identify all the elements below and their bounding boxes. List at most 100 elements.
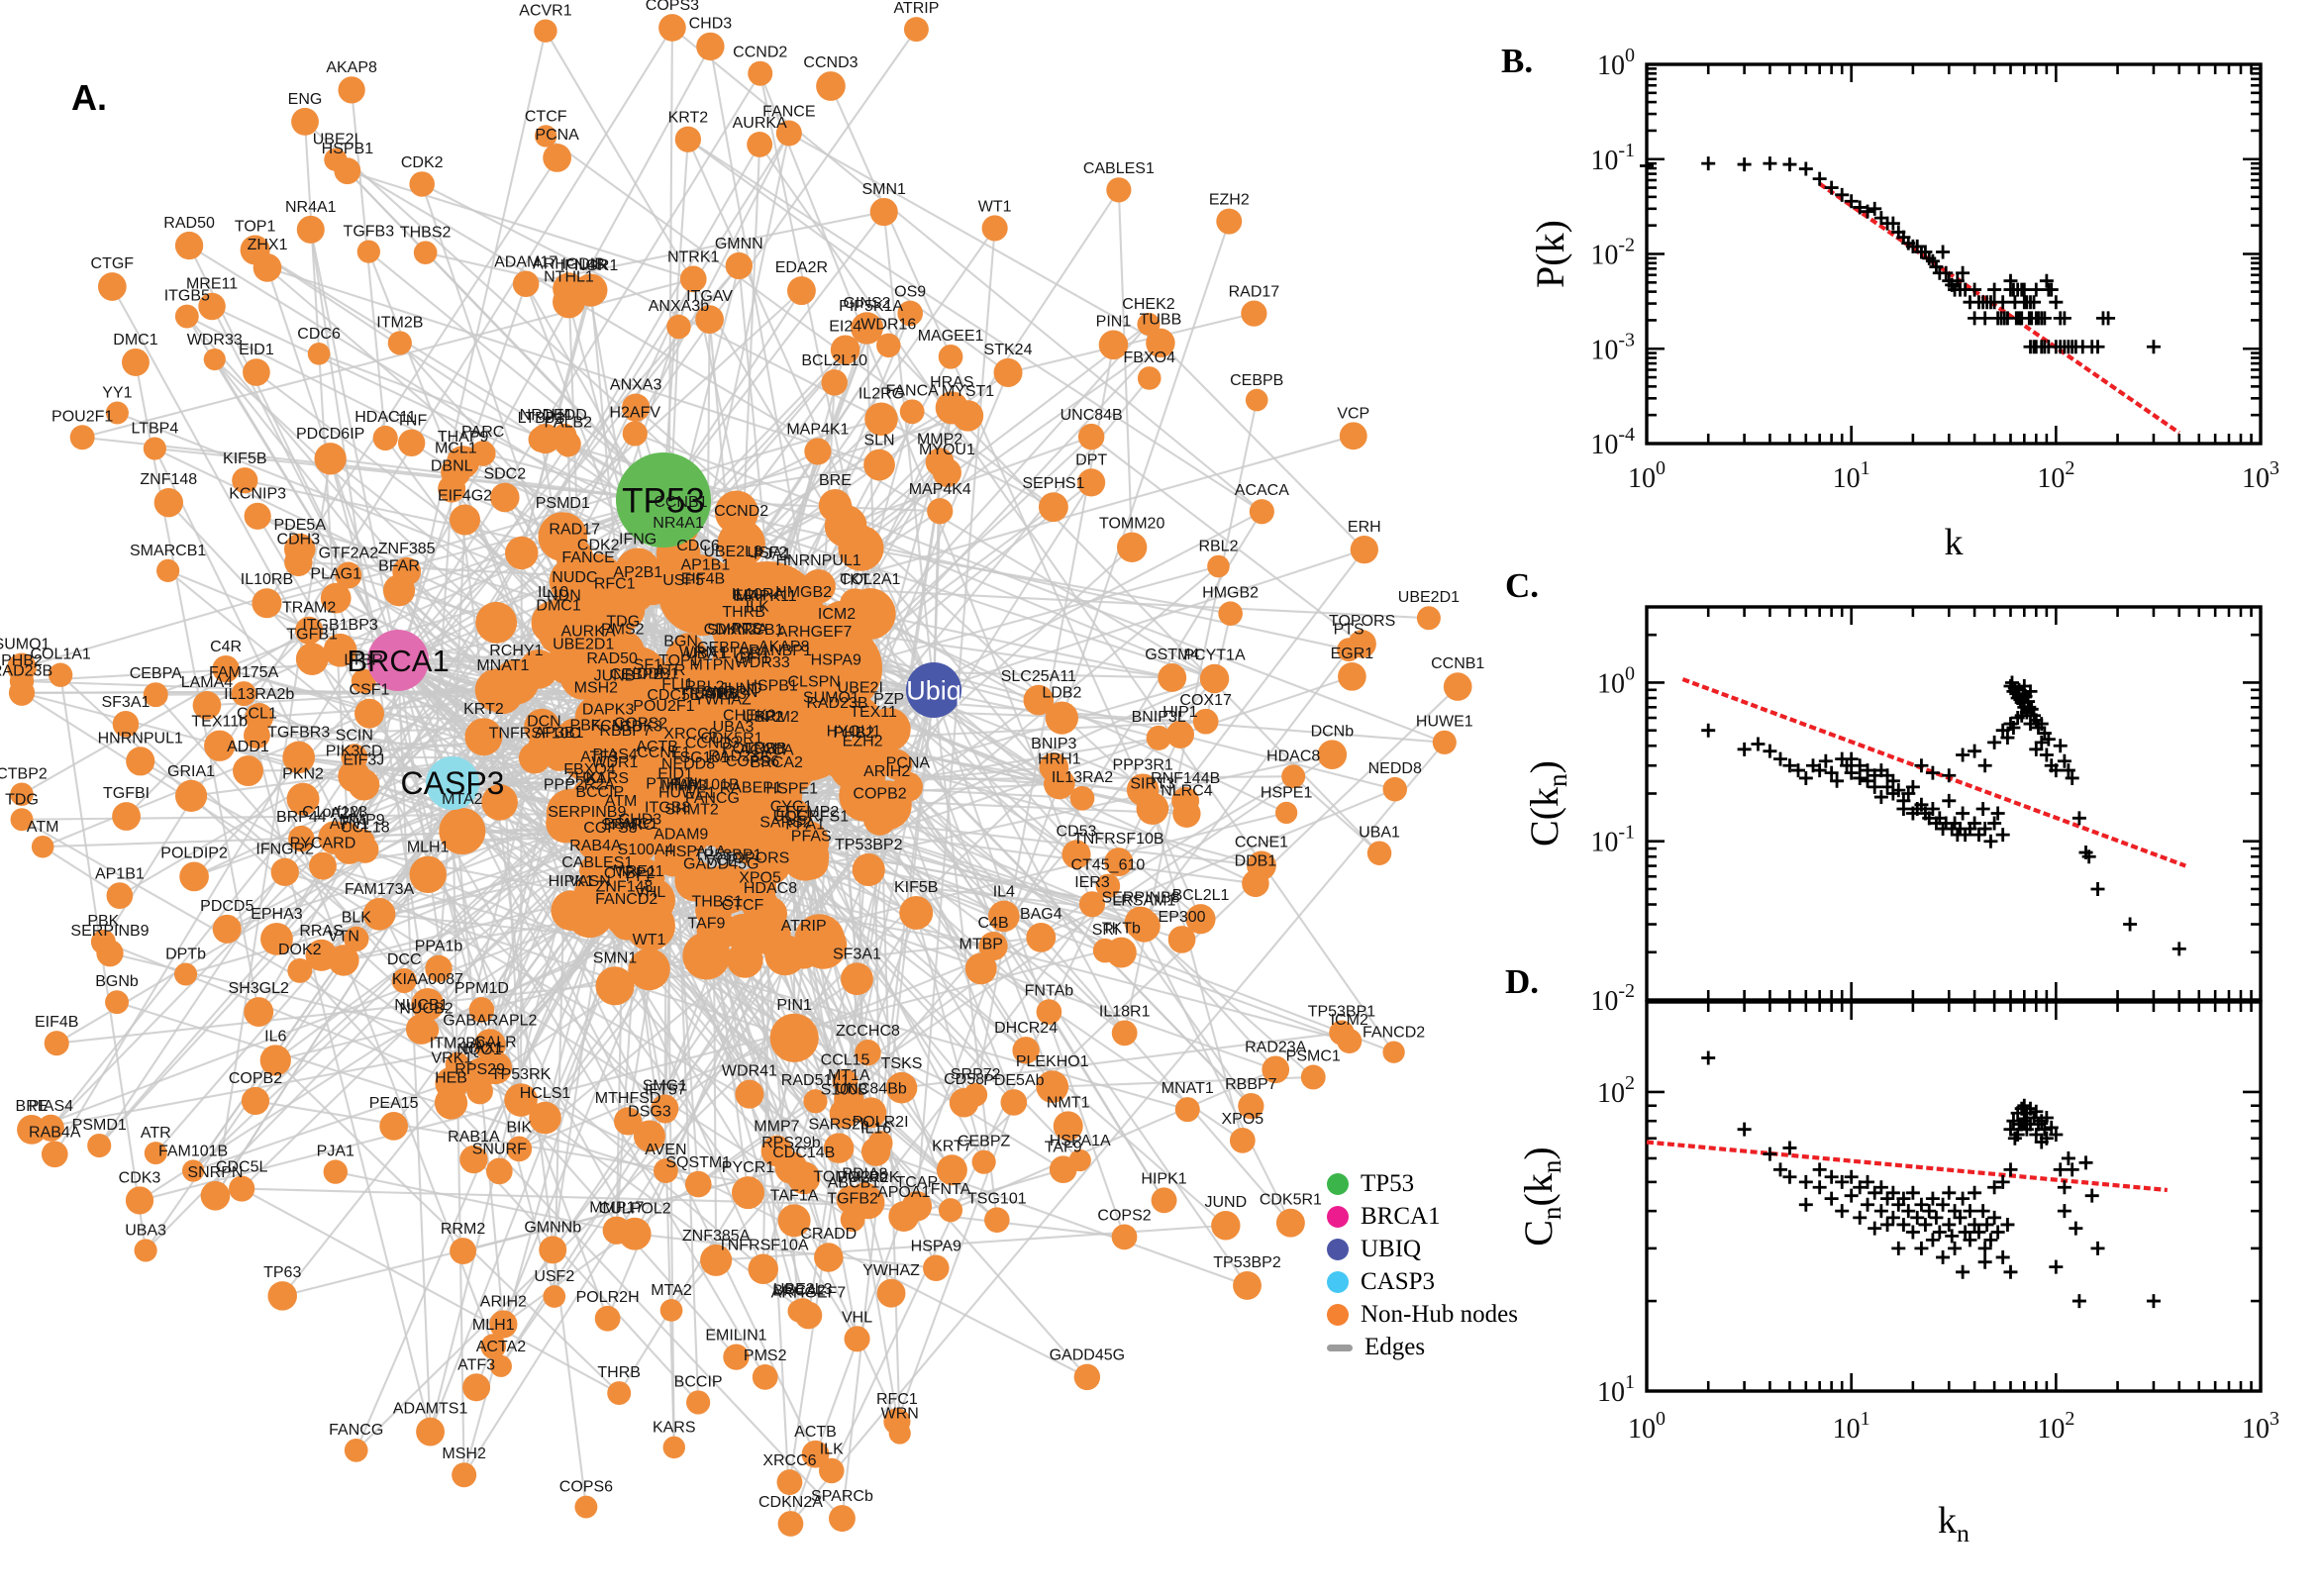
- network-edge: [396, 659, 523, 1101]
- network-edge: [116, 1001, 699, 1186]
- network-edge: [1160, 342, 1365, 550]
- network-edge: [140, 759, 952, 1212]
- x-axis-title: k: [1945, 522, 1964, 563]
- network-edge: [687, 138, 1009, 374]
- network-edge: [841, 689, 936, 1519]
- network-edge: [697, 753, 1333, 1185]
- network-edge: [462, 898, 625, 1476]
- network-edge: [154, 326, 872, 1154]
- x-tick-label: 102: [2037, 457, 2074, 494]
- network-edge: [31, 1044, 491, 1131]
- scatter-points: [1701, 675, 2186, 956]
- protein-network-graph: TP53BRCA1CASP3UbiqUSF2ICM2CDC6COPS6COPS2…: [0, 0, 1484, 1537]
- node-swatch: [1327, 1304, 1349, 1326]
- network-edge: [1060, 221, 1231, 719]
- x-tick-label: 100: [1628, 457, 1666, 494]
- fit-line: [1818, 181, 2180, 435]
- network-edge: [933, 549, 1365, 691]
- network-edge: [806, 841, 1244, 1142]
- network-edge: [518, 788, 1396, 1150]
- network-edge: [810, 699, 1040, 863]
- network-edge: [915, 228, 996, 1207]
- network-edge: [950, 1068, 1276, 1212]
- network-edge: [901, 1032, 1343, 1089]
- network-edge: [451, 520, 466, 784]
- x-tick-label: 102: [2037, 1408, 2074, 1445]
- network-edge: [185, 316, 399, 661]
- axis-tick-labels: 100 10-1 10-2: [1590, 662, 1635, 1017]
- y-tick-label: 10-4: [1590, 424, 1635, 460]
- network-edge: [354, 755, 535, 759]
- scatter-points: [1640, 156, 2161, 354]
- legend-item-casp3: CASP3: [1327, 1268, 1518, 1295]
- network-edge: [752, 811, 1227, 1227]
- network-edge: [789, 742, 1446, 1525]
- network-edge: [42, 712, 370, 848]
- x-tick-label: 101: [1833, 457, 1870, 494]
- axis-ticks: [1645, 607, 2263, 1002]
- network-edge: [42, 846, 121, 897]
- scatter-points: [1701, 1050, 2161, 1309]
- network-edge: [804, 855, 965, 1104]
- network-edge: [397, 659, 651, 1137]
- network-edge: [266, 266, 880, 466]
- network-edge: [367, 250, 457, 473]
- network-edge: [188, 245, 454, 784]
- network-edge: [1292, 775, 1380, 854]
- network-edge: [1090, 436, 1364, 646]
- network-edge: [347, 169, 664, 501]
- y-axis-title: Cn​(kn​): [1516, 1147, 1566, 1247]
- y-tick-label: 10-3: [1590, 329, 1635, 365]
- plot-frame: [1645, 605, 2263, 1002]
- network-edge: [1107, 775, 1294, 887]
- network-edge: [397, 499, 664, 661]
- network-edge: [154, 694, 429, 1006]
- y-tick-label: 102: [1597, 1072, 1635, 1109]
- network-edge: [450, 1102, 844, 1520]
- network-edge: [351, 89, 387, 439]
- network-edge: [427, 873, 750, 1194]
- network-edge: [788, 132, 1162, 345]
- network-edge: [860, 547, 1231, 615]
- network-edge: [134, 361, 260, 1013]
- network-edge: [397, 72, 761, 661]
- axis-ticks: [1645, 62, 2263, 446]
- network-edge: [882, 211, 936, 691]
- panel-d-label: D.: [1505, 962, 1540, 1001]
- network-edge: [243, 693, 495, 1347]
- panel-c-plot: 100 10-1 10-2 C(kn​): [1522, 605, 2263, 1017]
- y-axis-title: P(k): [1528, 220, 1572, 288]
- network-edge: [933, 689, 1126, 1238]
- network-edge: [867, 549, 1365, 1204]
- network-edge: [671, 27, 1263, 513]
- legend-label: UBIQ: [1361, 1236, 1422, 1262]
- legend-label: TP53: [1361, 1170, 1415, 1197]
- y-tick-label: 10-1: [1590, 822, 1635, 858]
- panel-c-label: C.: [1505, 566, 1540, 605]
- network-edge: [59, 673, 522, 1101]
- network-edge: [687, 138, 1262, 513]
- legend-item-non-hub-nodes: Non-Hub nodes: [1327, 1301, 1518, 1328]
- network-edge: [748, 1191, 1125, 1239]
- network-edge: [1140, 922, 1292, 1224]
- legend-item-brca1: BRCA1: [1327, 1203, 1518, 1230]
- network-edge: [782, 769, 1051, 1013]
- legend-label: CASP3: [1361, 1268, 1436, 1295]
- network-edge: [716, 1224, 1226, 1261]
- network-edge: [335, 1170, 617, 1232]
- edge-swatch: [1327, 1344, 1353, 1351]
- network-edge: [848, 689, 936, 1100]
- network-edge: [500, 1107, 666, 1367]
- x-tick-label: 103: [2242, 457, 2279, 494]
- node-swatch: [1327, 1173, 1349, 1195]
- network-edge: [309, 229, 429, 1005]
- x-tick-label: 103: [2242, 1408, 2279, 1445]
- legend-label: BRCA1: [1361, 1203, 1441, 1230]
- network-edge: [933, 689, 1202, 921]
- legend-label: Edges: [1364, 1334, 1426, 1360]
- legend-item-tp53: TP53: [1327, 1170, 1518, 1197]
- network-edge: [102, 941, 481, 1093]
- network-edge: [662, 211, 885, 501]
